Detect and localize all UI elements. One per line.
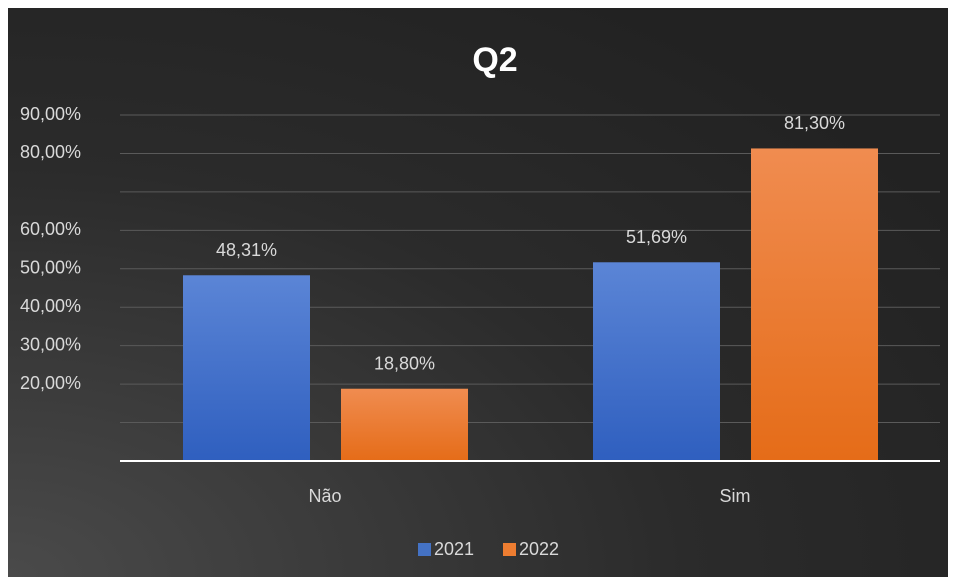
data-label: 18,80%: [374, 353, 435, 373]
bar: [751, 148, 878, 462]
y-tick-label: 50,00%: [20, 258, 81, 278]
legend-swatch: [503, 543, 516, 556]
bar: [183, 275, 310, 461]
chart-title: Q2: [472, 41, 517, 79]
y-tick-label: 90,00%: [20, 104, 81, 124]
legend-label: 2022: [519, 539, 559, 559]
x-tick-label: Não: [308, 486, 341, 506]
y-tick-label: 80,00%: [20, 142, 81, 162]
bar: [341, 388, 468, 461]
y-tick-label: 20,00%: [20, 373, 81, 393]
legend-swatch: [418, 543, 431, 556]
bar: [593, 262, 720, 461]
y-tick-label: 30,00%: [20, 334, 81, 354]
legend-label: 2021: [434, 539, 474, 559]
data-label: 81,30%: [784, 113, 845, 133]
y-tick-label: 40,00%: [20, 296, 81, 316]
y-tick-label: 60,00%: [20, 219, 81, 239]
data-label: 51,69%: [626, 227, 687, 247]
x-tick-label: Sim: [720, 486, 751, 506]
data-label: 48,31%: [216, 240, 277, 260]
